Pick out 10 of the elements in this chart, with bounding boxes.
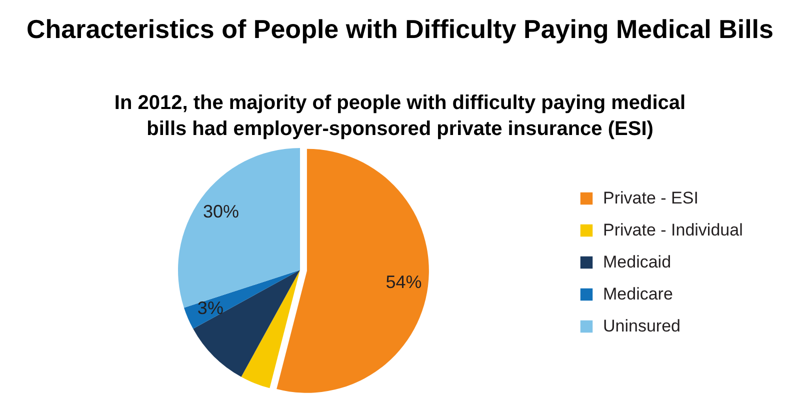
data-label: 54%	[386, 272, 422, 292]
data-label: 30%	[203, 202, 240, 222]
legend-label: Medicaid	[603, 252, 672, 272]
legend-label: Private - ESI	[603, 188, 698, 208]
legend-label: Medicare	[603, 284, 673, 304]
chart-title: Characteristics of People with Difficulty Paying Medical Bills	[26, 14, 774, 44]
legend-label: Private - Individual	[603, 220, 743, 240]
data-label: 3%	[197, 298, 224, 318]
legend-label: Uninsured	[603, 316, 680, 336]
chart-subtitle: In 2012, the majority of people with difficulty paying medical bills had employer-sponsored private insurance (ESI)	[114, 92, 686, 140]
